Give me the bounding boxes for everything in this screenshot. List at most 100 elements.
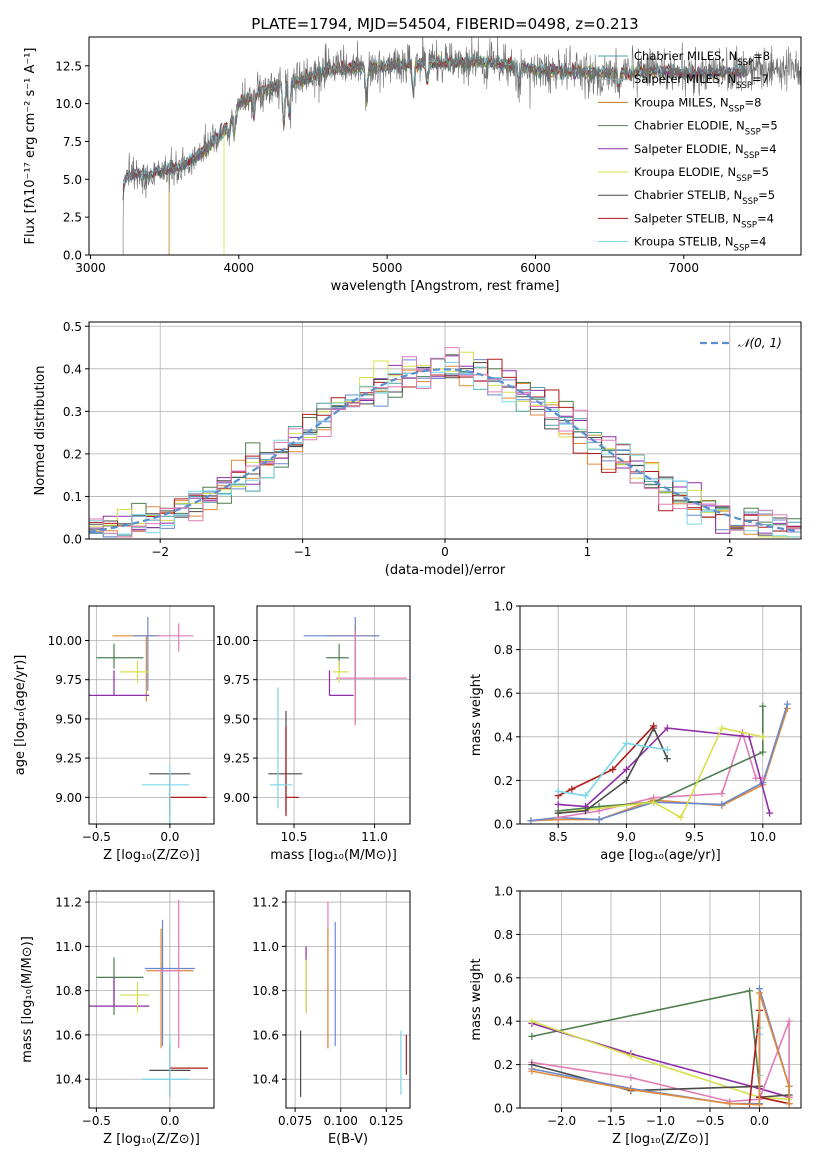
y-tick-label: 9.25 (55, 752, 82, 766)
y-tick-label: 0.5 (63, 320, 82, 334)
x-tick-label: −1 (294, 545, 312, 559)
plot-area (528, 985, 793, 1108)
y-tick-label: 11.2 (252, 896, 279, 910)
y-tick-label: 10.4 (252, 1073, 279, 1087)
weight-marker (718, 789, 726, 797)
weight-marker (622, 739, 630, 747)
panel-mass_vs_Z: −0.5 0.0 10.4 10.6 10.8 11.0 11.2 Z [log₁₀(Z/Z⊙… (20, 890, 215, 1147)
weight-marker (766, 809, 774, 817)
weight-marker (554, 809, 562, 817)
x-tick-label: 1 (584, 545, 592, 559)
legend-entry: Salpeter ELODIE, NSSP=4 (634, 142, 777, 161)
axes-frame (88, 890, 215, 1109)
x-axis-label: wavelength [Angstrom, rest frame] (331, 279, 560, 294)
y-tick-label: 0.2 (494, 774, 513, 788)
x-tick-label: −2.0 (547, 1114, 576, 1128)
x-tick-label: 2 (726, 545, 734, 559)
x-tick-label: 6000 (520, 261, 551, 275)
weight-series-line (558, 742, 668, 797)
plot-area (268, 616, 407, 817)
weight-marker (650, 798, 658, 806)
y-tick-label: 0.0 (63, 249, 82, 263)
y-tick-label: 0.4 (63, 362, 82, 376)
panel-mass_vs_EBV: 0.075 0.100 0.125 10.4 10.6 10.8 11.0 11.2 E(B-V… (252, 890, 411, 1147)
y-tick-label: 0.4 (494, 730, 513, 744)
weight-marker (663, 755, 671, 763)
y-tick-label: 9.75 (223, 673, 250, 687)
legend-entry: Chabrier MILES, NSSP=8 (634, 49, 770, 68)
legend-entry: Kroupa MILES, NSSP=8 (634, 95, 761, 114)
legend-entry: Salpeter STELIB, NSSP=4 (634, 211, 774, 230)
weight-marker (554, 787, 562, 795)
y-tick-label: 2.5 (63, 211, 82, 225)
weight-marker (677, 813, 685, 821)
y-tick-label: 11.2 (55, 896, 82, 910)
residual-histogram (89, 347, 801, 538)
x-axis-label: E(B-V) (328, 1132, 368, 1147)
y-tick-label: 9.25 (223, 752, 250, 766)
y-axis-label: mass weight (469, 958, 484, 1040)
normal-distribution-curve (89, 368, 799, 533)
x-tick-label: 8.5 (549, 830, 568, 844)
y-tick-label: 0.0 (63, 533, 82, 547)
y-tick-label: 0.1 (63, 490, 82, 504)
y-tick-label: 9.75 (55, 673, 82, 687)
y-tick-label: 5.0 (63, 173, 82, 187)
weight-marker (650, 722, 658, 730)
axes-frame (519, 605, 802, 825)
panel-age_vs_Z: −0.5 0.0 9.00 9.25 9.50 9.75 10.00 Z [log₁₀(Z/Z… (13, 605, 215, 863)
weight-marker (785, 1100, 793, 1108)
y-axis-label: Flux [fλ10⁻¹⁷ erg cm⁻² s⁻¹ A⁻¹] (23, 48, 38, 245)
x-tick-label: 0.0 (160, 1114, 179, 1128)
weight-marker (785, 1017, 793, 1025)
weight-marker (759, 702, 767, 710)
plot-area (299, 902, 407, 1097)
x-tick-label: 0.075 (278, 1114, 312, 1128)
weight-marker (746, 987, 754, 995)
weight-marker (718, 800, 726, 808)
x-tick-label: 0.0 (160, 830, 179, 844)
y-axis-label: mass [log₁₀(M/M⊙)] (20, 936, 35, 1063)
residual-legend: 𝒩(0, 1) (700, 336, 782, 350)
y-tick-label: 1.0 (494, 600, 513, 614)
weight-marker (622, 766, 630, 773)
x-tick-label: 11.0 (361, 830, 388, 844)
x-tick-label: −1.0 (646, 1114, 675, 1128)
x-tick-label: 0.100 (324, 1114, 358, 1128)
plot-area (89, 616, 207, 824)
y-tick-label: 11.0 (55, 940, 82, 954)
weight-marker (785, 1082, 793, 1090)
y-tick-label: 10.8 (252, 984, 279, 998)
axes-frame (256, 605, 411, 825)
plot-area (89, 899, 209, 1097)
y-tick-label: 0.8 (494, 928, 513, 942)
panel-weight_vs_Z: −2.0 −1.5 −1.0 −0.5 0.0 0.0 0.2 0.4 0.6 0.8 1.0 Z [… (469, 885, 802, 1147)
observed-spectrum-line (122, 37, 801, 255)
y-tick-label: 10.0 (55, 97, 82, 111)
legend-entry: Chabrier STELIB, NSSP=5 (634, 188, 775, 207)
y-tick-label: 0.3 (63, 405, 82, 419)
legend-entry: 𝒩(0, 1) (738, 336, 782, 350)
spectrum-legend: Chabrier MILES, NSSP=8 Salpeter MILES, NS… (598, 49, 778, 254)
weight-marker (783, 700, 791, 708)
y-tick-label: 0.0 (494, 1102, 513, 1116)
y-tick-label: 7.5 (63, 135, 82, 149)
weight-marker (718, 724, 726, 732)
weight-marker (663, 746, 671, 754)
weight-marker (752, 774, 760, 782)
weight-marker (622, 776, 630, 784)
x-tick-label: 7000 (669, 261, 700, 275)
x-tick-label: 0 (441, 545, 449, 559)
x-axis-label: age [log₁₀(age/yr)] (600, 848, 721, 863)
weight-series-line (530, 703, 789, 822)
y-tick-label: 10.00 (216, 634, 250, 648)
y-axis-label: age [log₁₀(age/yr)] (13, 655, 28, 776)
panel-spectrum: 3000 4000 5000 6000 7000 0.0 2.5 5.0 7.5 10.0 12.5… (23, 36, 802, 294)
y-tick-label: 11.0 (252, 940, 279, 954)
y-axis-label: mass weight (469, 674, 484, 756)
legend-entry: Chabrier ELODIE, NSSP=5 (634, 119, 778, 138)
x-tick-label: 10.0 (749, 830, 776, 844)
weight-marker (759, 748, 767, 756)
weight-marker (627, 1074, 635, 1082)
